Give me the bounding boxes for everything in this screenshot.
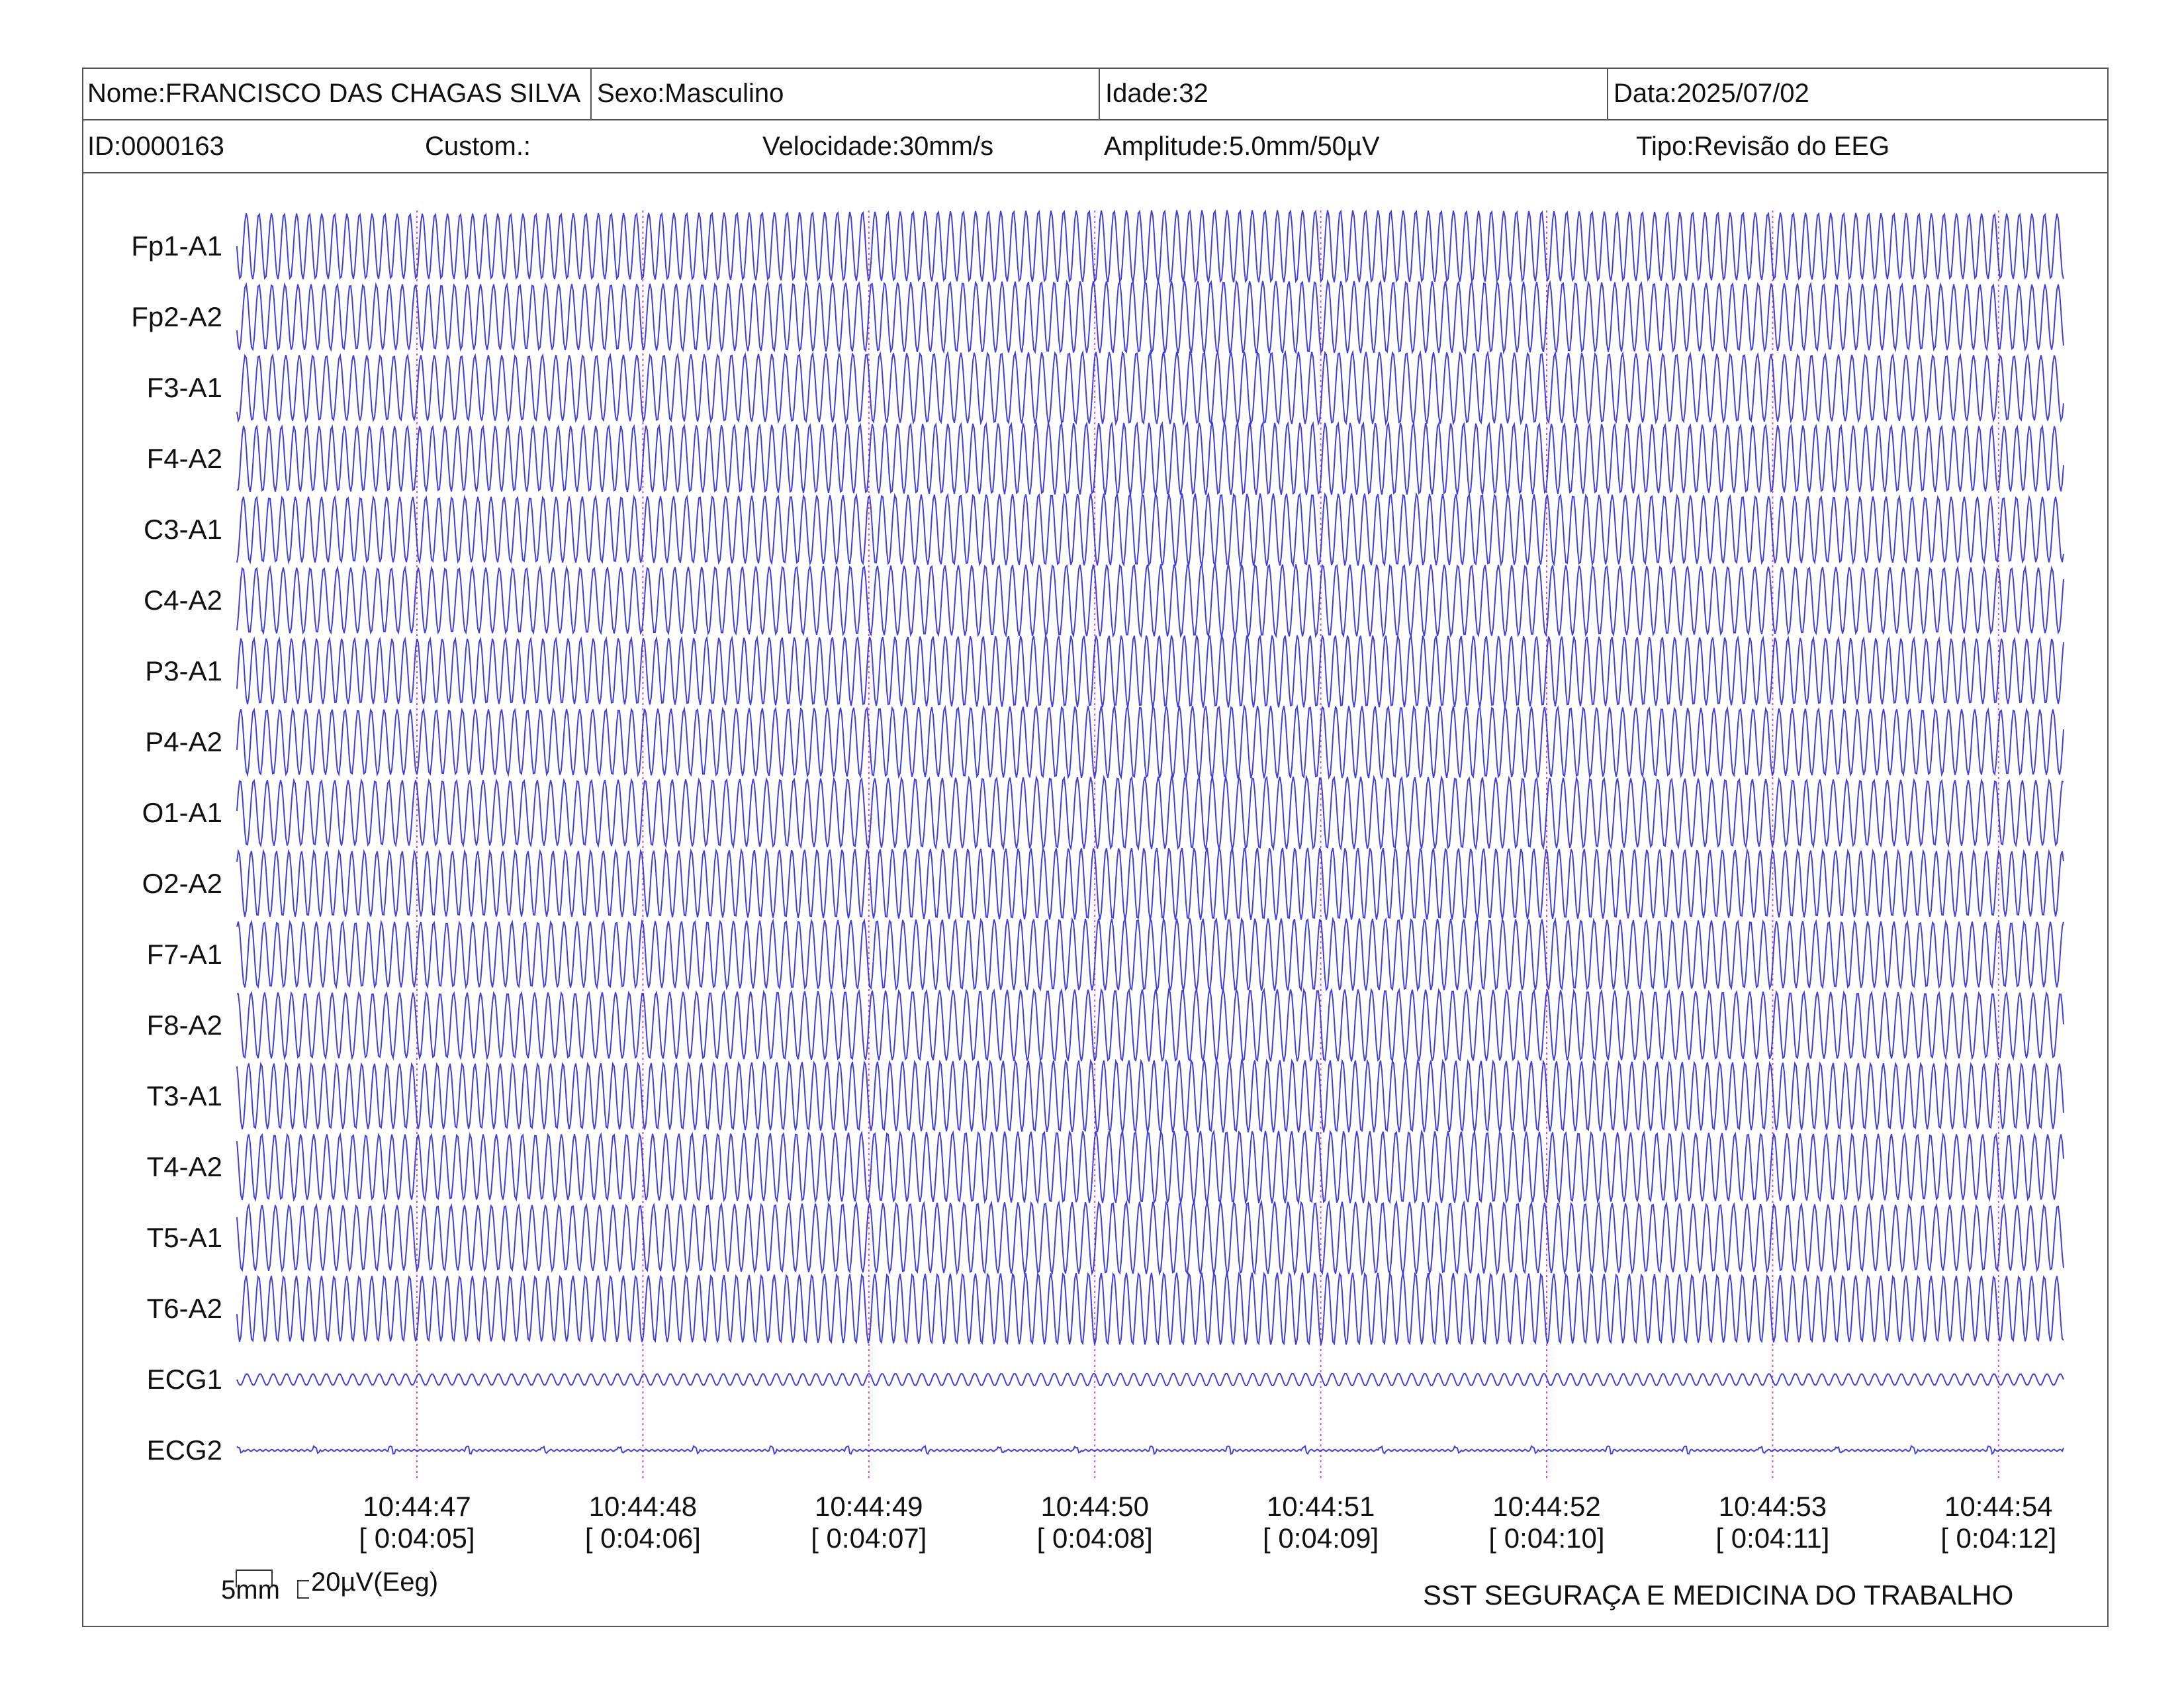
elapsed-time: [ 0:04:07] (811, 1523, 927, 1554)
trace-p3-a1 (236, 635, 2064, 708)
clock-time: 10:44:52 (1492, 1491, 1601, 1522)
header-row-2: ID:0000163 Custom.: Velocidade:30mm/s Am… (82, 120, 2109, 173)
elapsed-time: [ 0:04:06] (584, 1523, 701, 1554)
time-marker-label: 10:44:54[ 0:04:12] (1913, 1491, 2085, 1554)
channel-label: Fp2-A2 (131, 301, 222, 332)
channel-label: Fp1-A1 (131, 230, 222, 261)
trace-ecg1 (236, 1372, 2064, 1386)
clock-time: 10:44:50 (1040, 1491, 1149, 1522)
trace-c4-a2 (236, 563, 2064, 639)
time-scale-bracket (236, 1570, 273, 1587)
channel-label: T3-A1 (146, 1080, 222, 1111)
trace-t5-a1 (236, 1199, 2064, 1276)
channel-label: P4-A2 (145, 726, 222, 757)
elapsed-time: [ 0:04:10] (1488, 1523, 1605, 1554)
trace-t6-a2 (236, 1272, 2064, 1346)
exam-date: Data:2025/07/02 (1607, 68, 2109, 119)
channel-label: T6-A2 (146, 1293, 222, 1324)
trace-o1-a1 (236, 774, 2064, 851)
channel-label: F7-A1 (146, 939, 222, 970)
time-marker-label: 10:44:50[ 0:04:08] (1009, 1491, 1181, 1554)
custom-field: Custom.: (425, 131, 531, 161)
patient-sex: Sexo:Masculino (590, 68, 1099, 119)
elapsed-time: [ 0:04:09] (1263, 1523, 1379, 1554)
channel-label: ECG1 (146, 1364, 222, 1395)
clock-time: 10:44:48 (588, 1491, 698, 1522)
recording-speed: Velocidade:30mm/s (762, 131, 994, 161)
clock-time: 10:44:49 (815, 1491, 923, 1522)
amplitude-scale-bracket (297, 1580, 309, 1599)
channel-label: C4-A2 (143, 585, 222, 616)
trace-t3-a1 (236, 1058, 2064, 1133)
trace-ecg2 (236, 1444, 2064, 1456)
exam-type: Tipo:Revisão do EEG (1636, 131, 1890, 161)
clock-time: 10:44:54 (1944, 1491, 2053, 1522)
time-marker-label: 10:44:53[ 0:04:11] (1686, 1491, 1858, 1554)
trace-f8-a2 (237, 987, 2064, 1062)
channel-label: F4-A2 (146, 443, 222, 474)
header-row-1: Nome:FRANCISCO DAS CHAGAS SILVA Sexo:Mas… (82, 68, 2109, 120)
time-marker-label: 10:44:48[ 0:04:06] (557, 1491, 729, 1554)
patient-name: Nome:FRANCISCO DAS CHAGAS SILVA (87, 78, 581, 108)
clock-time: 10:44:51 (1266, 1491, 1375, 1522)
channel-label: F3-A1 (146, 372, 222, 403)
trace-c3-a1 (236, 491, 2064, 568)
time-marker-label: 10:44:51[ 0:04:09] (1235, 1491, 1407, 1554)
time-marker-label: 10:44:52[ 0:04:10] (1461, 1491, 1633, 1554)
recording-amplitude: Amplitude:5.0mm/50µV (1104, 131, 1380, 161)
clock-time: 10:44:47 (363, 1491, 471, 1522)
trace-f4-a2 (236, 421, 2064, 495)
elapsed-time: [ 0:04:11] (1715, 1523, 1830, 1554)
channel-label: ECG2 (146, 1434, 222, 1466)
trace-f3-a1 (236, 350, 2064, 426)
elapsed-time: [ 0:04:05] (359, 1523, 475, 1554)
patient-id: ID:0000163 (87, 131, 224, 161)
trace-fp2-a2 (236, 279, 2064, 355)
elapsed-time: [ 0:04:08] (1036, 1523, 1153, 1554)
channel-label: C3-A1 (143, 514, 222, 545)
channel-label: T5-A1 (146, 1222, 222, 1253)
report-frame (82, 68, 2109, 1627)
elapsed-time: [ 0:04:12] (1940, 1523, 2057, 1554)
patient-age: Idade:32 (1099, 68, 1607, 119)
trace-p4-a2 (236, 704, 2064, 780)
time-marker-label: 10:44:49[ 0:04:07] (783, 1491, 955, 1554)
amplitude-scale-label: 20µV(Eeg) (311, 1568, 439, 1597)
channel-label: P3-A1 (145, 655, 222, 686)
trace-f7-a1 (236, 916, 2064, 993)
channel-label: F8-A2 (146, 1009, 222, 1041)
trace-fp1-a1 (236, 209, 2064, 283)
time-marker-label: 10:44:47[ 0:04:05] (331, 1491, 503, 1554)
time-scale-label: 5mm (221, 1575, 280, 1605)
channel-label: O1-A1 (142, 797, 222, 828)
channel-label: T4-A2 (146, 1151, 222, 1182)
trace-t4-a2 (236, 1129, 2064, 1205)
organization-footer: SST SEGURAÇA E MEDICINA DO TRABALHO (1423, 1579, 2014, 1611)
channel-label: O2-A2 (142, 868, 222, 899)
clock-time: 10:44:53 (1718, 1491, 1827, 1522)
